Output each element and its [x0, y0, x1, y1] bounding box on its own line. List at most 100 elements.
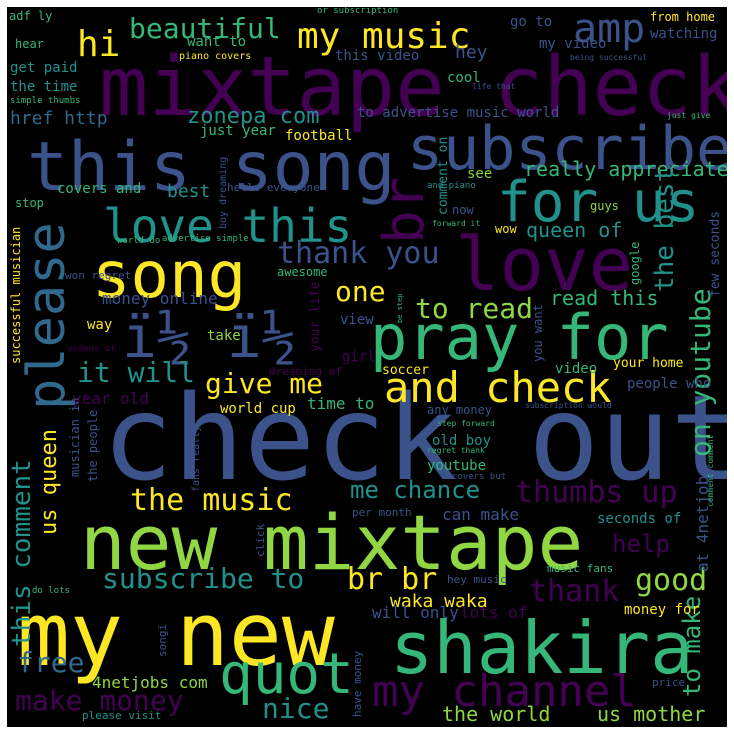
- word-my-channel: my channel: [372, 666, 637, 717]
- word-price: price: [652, 676, 686, 689]
- word-few-seconds: few seconds: [708, 210, 723, 297]
- word-subscribe: subscribe: [407, 114, 727, 184]
- word-me-chance: me chance: [350, 476, 481, 504]
- word-my-music: my music: [297, 16, 471, 57]
- word-year-old: year old: [72, 389, 150, 408]
- word-make-money: make money: [15, 684, 184, 717]
- word-to-read: to read: [415, 292, 534, 325]
- word-successful-musician: successful musician: [9, 226, 23, 364]
- word-quot: quot: [219, 642, 354, 707]
- word-stop: stop: [15, 196, 44, 210]
- word-hi: hi: [77, 24, 121, 65]
- word-one: one: [335, 275, 386, 308]
- word-want-to: want to: [187, 34, 247, 50]
- word-new-mixtape: new mixtape: [80, 498, 584, 587]
- word-please-visit: please visit: [82, 709, 162, 722]
- word-football: football: [285, 128, 353, 144]
- word-regret-thank: regret thank: [427, 446, 485, 455]
- word-the-time: the time: [10, 79, 78, 95]
- word-go-to: go to: [510, 14, 553, 30]
- word-4netjobs-com: 4netjobs com: [92, 673, 208, 692]
- word-people-who: people who: [627, 376, 712, 392]
- word-beautiful: beautiful: [129, 12, 281, 45]
- word-the-world: the world: [442, 702, 551, 726]
- word-adf-ly: adf ly: [9, 9, 53, 23]
- word-youtube: youtube: [427, 458, 487, 474]
- word-this-video: this video: [335, 48, 420, 64]
- word-your-home: your home: [613, 356, 684, 371]
- word-see: see: [467, 166, 493, 182]
- word-forward-it: forward it: [432, 219, 481, 228]
- word-the-best: the best: [650, 166, 680, 292]
- word-to-advertise-music-world: to advertise music world: [357, 105, 560, 121]
- word-thumbs-up: thumbs up: [515, 475, 678, 510]
- word-thank-you: thank you: [277, 236, 440, 271]
- word-give-me: give me: [205, 367, 324, 400]
- word-for-us: for us: [497, 170, 700, 235]
- word-best: best: [167, 181, 211, 202]
- word-nice: nice: [262, 692, 330, 725]
- word-and-check: and check: [384, 363, 612, 412]
- word-hey: hey: [455, 42, 488, 63]
- word-cloud: check out mixtape check new mixtape my n…: [7, 7, 727, 727]
- word-songi: songï: [156, 623, 169, 657]
- word-way: way: [87, 317, 113, 333]
- word-help: help: [612, 530, 670, 558]
- word-world-cup: world cup: [220, 401, 296, 417]
- word-video: video: [555, 361, 598, 377]
- word-life-that: life that: [472, 82, 516, 91]
- word-href-http: href http: [10, 108, 108, 129]
- word-take: take: [207, 328, 241, 344]
- word-wow: wow: [495, 222, 517, 236]
- word-read-this: read this: [550, 286, 659, 310]
- word-zonepa-com: zonepa com: [187, 104, 320, 129]
- word-i-half: ï½ ï½: [122, 303, 297, 371]
- word-us-mother: us mother: [597, 702, 706, 726]
- word-boy-dreaming: boy dreaming: [218, 156, 229, 229]
- word-step-forward: step forward: [437, 419, 495, 428]
- word-the-people: the people: [86, 409, 100, 482]
- word-amp: amp: [573, 7, 646, 52]
- word-mixtape-check: mixtape check: [99, 40, 727, 135]
- word-cool: cool: [447, 70, 481, 86]
- word-free: free: [17, 646, 85, 679]
- word-videos-or: videos or: [67, 344, 116, 354]
- word-check-out: check out: [102, 369, 727, 507]
- word-comment-on: comment on: [436, 136, 451, 215]
- word-please: please: [17, 222, 77, 410]
- word-time-to: time to: [307, 394, 375, 413]
- word-from-home: from home: [650, 10, 716, 24]
- word-guys: guys: [590, 199, 619, 213]
- word-any-money: any money: [427, 403, 493, 417]
- word-love: love: [455, 222, 634, 308]
- word-and-piano: and piano: [427, 181, 476, 191]
- word-br-br: br br: [347, 562, 438, 597]
- word-view: view: [340, 312, 374, 328]
- word-world-do: world do: [117, 236, 161, 246]
- word-lots-of: lots of: [460, 603, 528, 622]
- word-old-boy: old boy: [432, 433, 492, 449]
- word-us-queen: us queen: [37, 429, 62, 535]
- word-have-money: have money: [351, 650, 364, 717]
- word-love-this: love this: [103, 199, 353, 253]
- word-covers-and: covers and: [57, 181, 142, 197]
- word-money-online: money online: [102, 289, 218, 308]
- word-now: now: [452, 203, 474, 217]
- word-simple-thumbs: simple thumbs: [10, 96, 81, 106]
- word-the-music: the music: [130, 483, 293, 518]
- word-this-song: this song: [27, 128, 396, 207]
- word-you-want: you want: [531, 304, 545, 362]
- word-your-life: your life: [308, 281, 323, 352]
- word-good: good: [635, 563, 708, 598]
- word-advertise-simple: advertise simple: [162, 234, 249, 244]
- word-covers-but: covers but: [452, 472, 507, 482]
- word-awesome: awesome: [277, 265, 328, 279]
- word-subscription-would: subscription would: [525, 401, 612, 410]
- word-money-for: money for: [624, 602, 700, 618]
- word-do-lots: do lots: [32, 586, 70, 596]
- word-thank: thank: [529, 574, 620, 609]
- word-won-regret: won regret: [65, 269, 132, 282]
- word-get-paid: get paid: [10, 60, 78, 76]
- word-or-subscription: or subscription: [317, 7, 399, 16]
- word-watching: watching: [650, 26, 718, 42]
